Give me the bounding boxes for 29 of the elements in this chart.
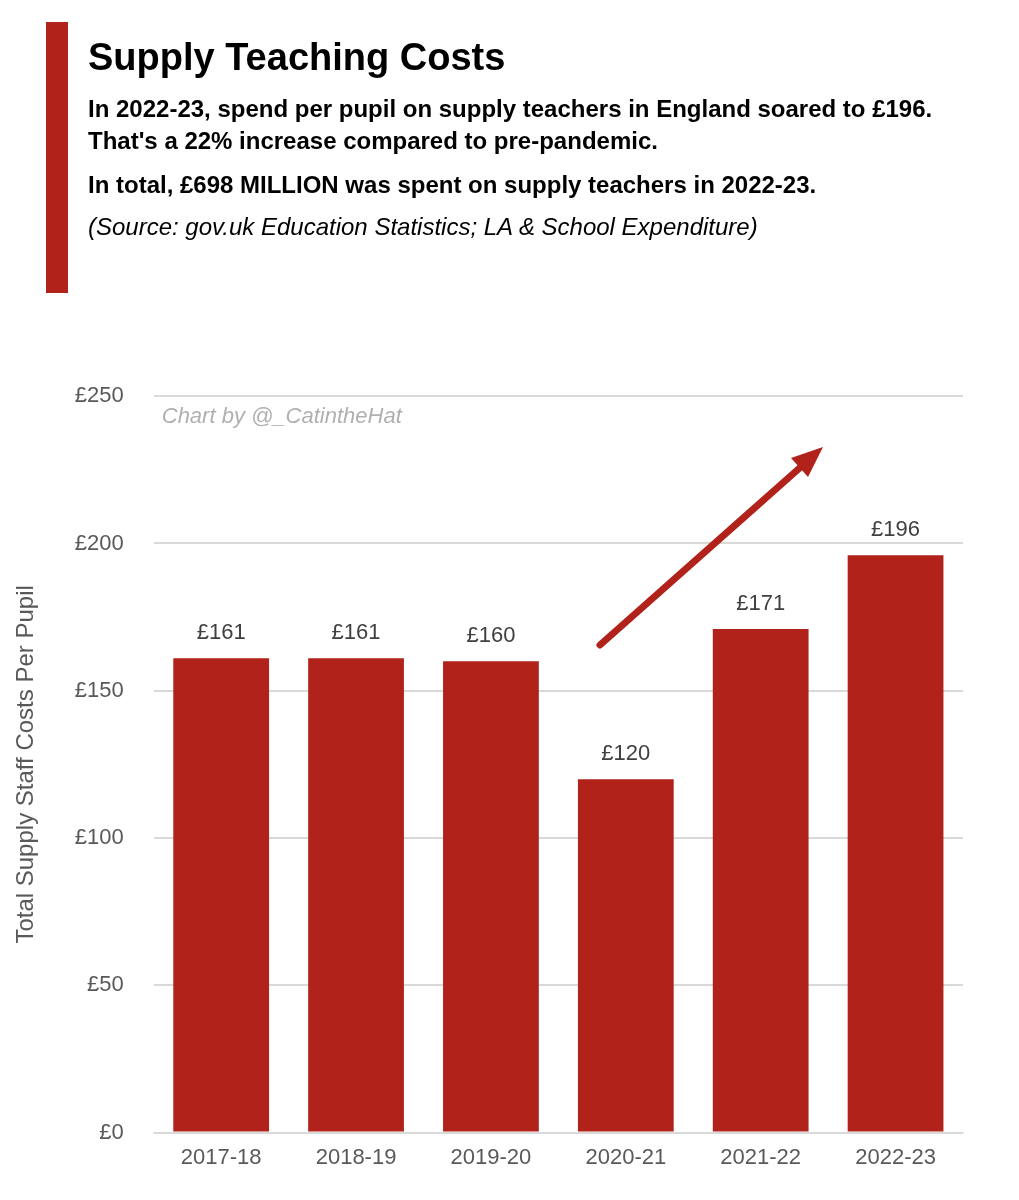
x-tick-label: 2021-22 [720,1143,802,1169]
bar [847,555,944,1132]
data-label: £196 [871,516,921,542]
data-label: £160 [466,622,516,648]
x-tick-label: 2020-21 [585,1143,667,1169]
y-tick-label: £0 [99,1118,124,1144]
bar [577,779,674,1132]
data-label: £161 [331,619,381,645]
x-tick-label: 2019-20 [450,1143,532,1169]
bar [308,658,404,1132]
y-tick-label: £50 [87,971,124,997]
y-axis-title: Total Supply Staff Costs Per Pupil [11,585,39,944]
y-tick-label: £100 [74,824,124,850]
x-tick-label: 2022-23 [855,1143,936,1169]
chart-subtitle: In 2022-23, spend per pupil on supply teachers in England soared to £196. That's a 22% increase compared to pre-pandemic. [88,94,934,156]
data-label: £161 [196,619,246,645]
text: (Source: gov.uk Education Statistics; LA & School Expenditure) [88,213,759,241]
annotation: Chart by @_CatintheHat [161,403,403,429]
x-tick-label: 2017-18 [180,1143,262,1169]
y-tick-label: £150 [74,676,124,702]
y-tick-label: £200 [74,529,124,555]
data-label: £120 [601,740,651,766]
text: In total, £698 MILLION was spent on supply teachers in 2022-23. [88,171,818,199]
data-label: £171 [736,589,786,615]
bar [443,661,539,1132]
x-tick-label: 2018-19 [315,1143,397,1169]
chart-title: Supply Teaching Costs [88,36,507,79]
y-tick-label: £250 [74,382,124,408]
bar [173,658,270,1132]
